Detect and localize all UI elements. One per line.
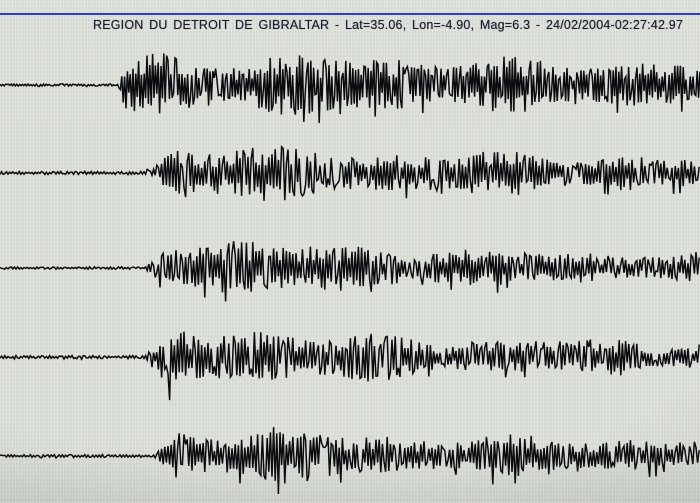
seismogram-title: REGION DU DETROIT DE GIBRALTAR - Lat=35.… (93, 18, 684, 32)
seismic-trace-3 (0, 241, 700, 302)
header-rule-line (0, 13, 700, 15)
seismic-trace-1 (0, 53, 700, 124)
seismic-trace-2 (0, 144, 700, 201)
seismic-trace-4 (0, 331, 700, 401)
seismic-trace-5 (0, 427, 700, 495)
